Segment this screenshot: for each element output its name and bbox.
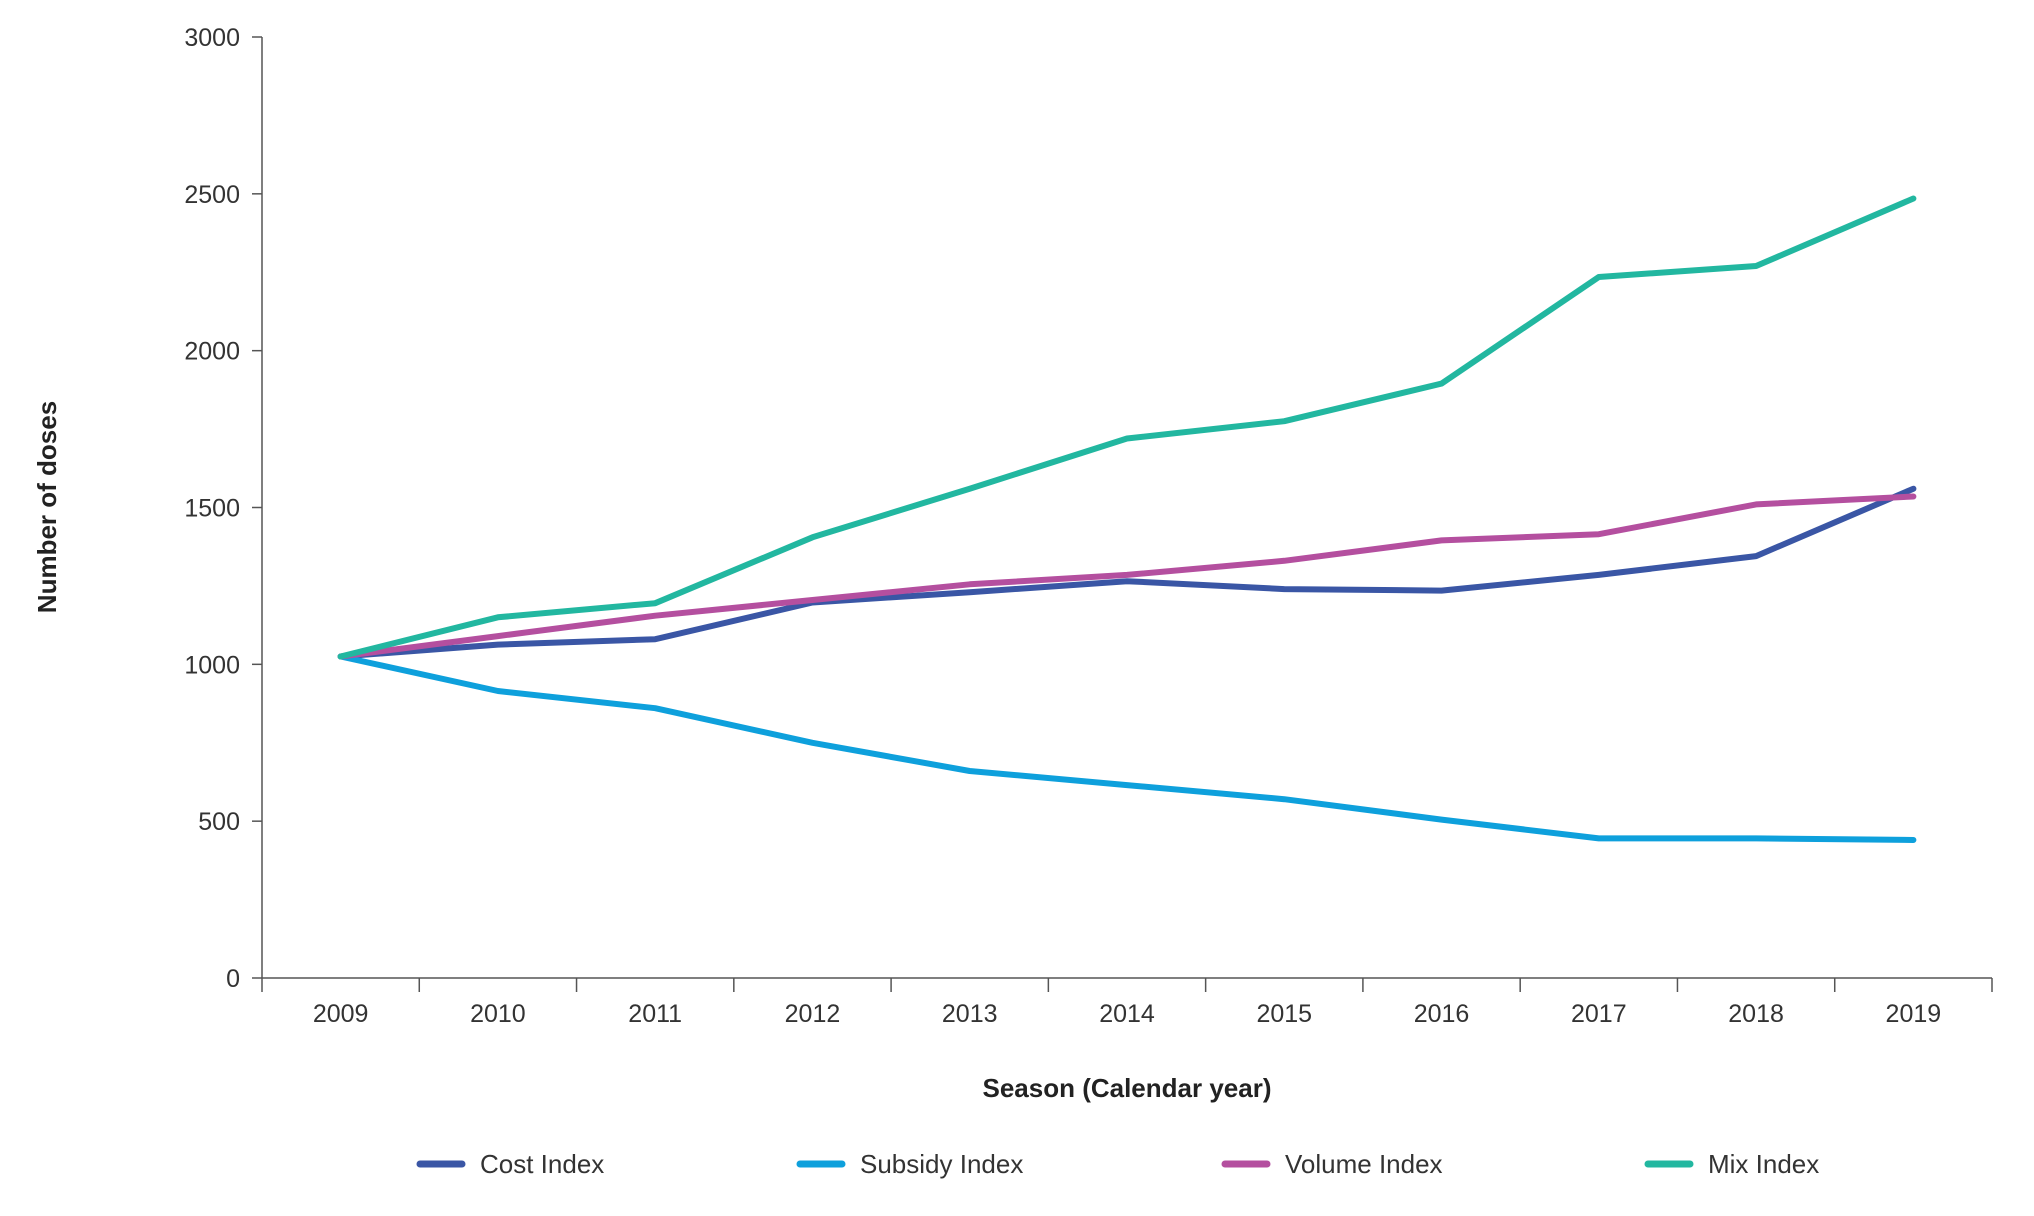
y-tick-label: 2500 [184, 181, 240, 209]
x-tick-label: 2016 [1414, 1000, 1470, 1028]
x-ticks: 2009 2010 2011 2012 2013 2014 2015 2016 2017 2018… [261, 978, 1993, 1028]
legend-item-mix-index: Mix Index [1644, 1149, 1819, 1179]
legend: Cost Index Subsidy Index Volume Index Mix I… [416, 1149, 1819, 1179]
legend-item-volume-index: Volume Index [1221, 1149, 1443, 1179]
x-tick-label: 2013 [942, 1000, 998, 1028]
x-tick-label: 2014 [1099, 1000, 1155, 1028]
y-ticks: 0 500 1000 1500 2000 2500 3000 [184, 24, 262, 993]
x-tick-label: 2009 [313, 1000, 369, 1028]
legend-label: Cost Index [480, 1149, 604, 1179]
y-tick-label: 1500 [184, 495, 240, 523]
y-tick-label: 1000 [184, 651, 240, 679]
series-line-volume-index [337, 493, 1917, 660]
x-tick-label: 2018 [1728, 1000, 1784, 1028]
y-tick-label: 2000 [184, 338, 240, 366]
y-tick-label: 500 [198, 808, 240, 836]
legend-label: Volume Index [1285, 1149, 1443, 1179]
legend-item-cost-index: Cost Index [416, 1149, 604, 1179]
x-axis-title: Season (Calendar year) [982, 1073, 1271, 1103]
legend-label: Mix Index [1708, 1149, 1819, 1179]
x-tick-label: 2011 [628, 1000, 682, 1028]
series-line-cost-index [337, 485, 1917, 660]
x-tick-label: 2015 [1256, 1000, 1312, 1028]
x-tick-label: 2017 [1571, 1000, 1627, 1028]
series-lines [337, 195, 1917, 843]
series-line-mix-index [337, 195, 1917, 660]
legend-item-subsidy-index: Subsidy Index [796, 1149, 1023, 1179]
series-line-subsidy-index [337, 653, 1917, 843]
x-tick-label: 2012 [785, 1000, 841, 1028]
x-tick-label: 2010 [470, 1000, 526, 1028]
y-tick-label: 0 [226, 965, 240, 993]
y-tick-label: 3000 [184, 24, 240, 52]
legend-label: Subsidy Index [860, 1149, 1023, 1179]
x-tick-label: 2019 [1886, 1000, 1942, 1028]
y-axis-title: Number of doses [32, 401, 62, 613]
